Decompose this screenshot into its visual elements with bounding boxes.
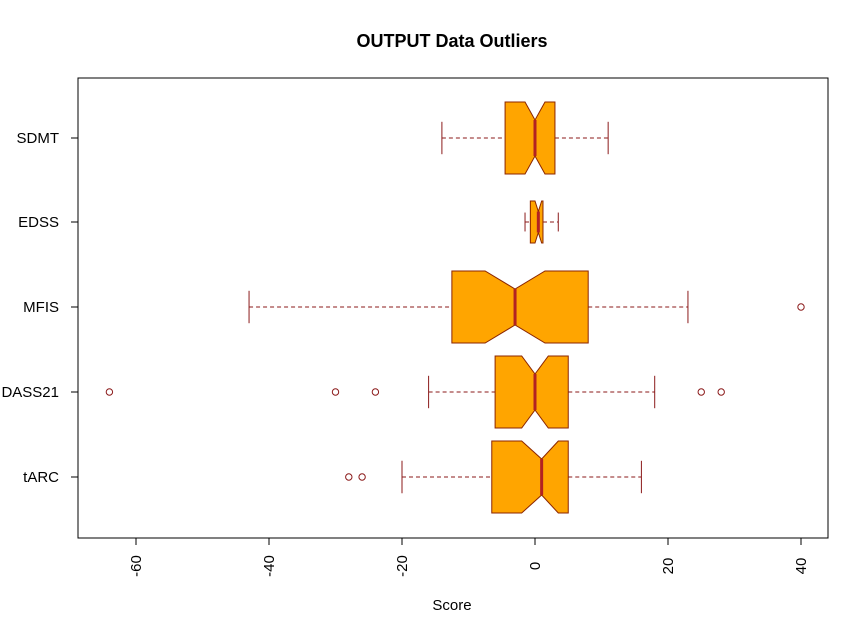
notched-box <box>491 440 569 514</box>
x-tick-label: -20 <box>394 555 411 577</box>
x-tick-label: -40 <box>261 555 278 577</box>
outlier-point <box>717 388 725 396</box>
outlier-point <box>105 388 114 396</box>
outlier-point <box>331 388 340 396</box>
box-mfis <box>248 270 805 344</box>
y-tick-label: MFIS <box>23 299 59 316</box>
notched-box <box>504 101 556 175</box>
chart-title: OUTPUT Data Outliers <box>356 31 547 51</box>
x-tick-label: 20 <box>660 558 677 575</box>
y-tick-label: DASS21 <box>1 384 59 401</box>
box-dass21 <box>105 355 725 429</box>
x-axis-label: Score <box>432 597 471 614</box>
x-tick-label: 40 <box>793 558 810 575</box>
y-tick-label: tARC <box>23 469 59 486</box>
notched-box <box>529 200 544 244</box>
y-axis: tARC DASS21 MFIS EDSS SDMT <box>1 130 79 486</box>
x-tick-label: 0 <box>527 562 544 570</box>
outlier-point <box>371 388 380 396</box>
box-tarc <box>345 440 642 514</box>
x-axis: -60 -40 -20 0 20 40 <box>128 537 810 577</box>
notched-box <box>494 355 569 429</box>
outlier-point <box>358 473 366 481</box>
outlier-point <box>697 388 705 396</box>
outlier-point <box>345 473 353 481</box>
box-sdmt <box>441 101 609 175</box>
x-tick-label: -60 <box>128 555 145 577</box>
y-tick-label: SDMT <box>17 130 60 147</box>
y-tick-label: EDSS <box>18 214 59 231</box>
notched-box <box>451 270 589 344</box>
plot-area <box>105 101 805 514</box>
box-edss <box>524 200 559 244</box>
outlier-point <box>797 303 805 311</box>
